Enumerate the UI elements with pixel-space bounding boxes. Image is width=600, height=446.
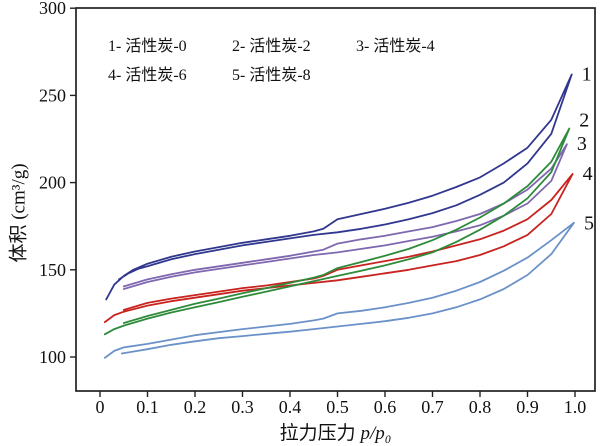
curve-label-3: 3 — [577, 133, 587, 155]
x-tick-label: 1.0 — [564, 397, 587, 417]
y-tick-label: 150 — [39, 260, 66, 280]
x-tick-label: 0.5 — [326, 397, 349, 417]
curve-活性炭-8 — [103, 221, 575, 359]
x-axis-title-text: 拉力压力 — [279, 423, 356, 444]
y-tick-label: 100 — [39, 347, 66, 367]
curve-活性炭-4 — [122, 143, 568, 290]
x-tick-label: 0.4 — [279, 397, 302, 417]
y-axis-title: 体积 (cm³/g) — [8, 163, 30, 263]
x-tick-label: 0.3 — [231, 397, 254, 417]
legend-row-2: 4- 活性炭-6 5- 活性炭-8 — [108, 61, 435, 90]
curve-label-2: 2 — [579, 110, 589, 132]
x-axis-title: 拉力压力 p/p₀ — [76, 418, 595, 445]
x-tick-label: 0.6 — [374, 397, 397, 417]
legend-item-1: 1- 活性炭-0 — [108, 38, 187, 55]
x-tick-label: 0 — [96, 397, 105, 417]
x-tick-label: 0.7 — [421, 397, 444, 417]
legend-item-4: 4- 活性炭-6 — [108, 67, 187, 84]
curve-活性炭-6 — [103, 173, 574, 323]
x-tick-label: 0.2 — [184, 397, 207, 417]
legend-item-2: 2- 活性炭-2 — [232, 38, 311, 55]
x-tick-label: 0.9 — [516, 397, 539, 417]
curve-活性炭-0 — [105, 73, 573, 301]
y-tick-label: 200 — [39, 173, 66, 193]
legend-item-3: 3- 活性炭-4 — [356, 38, 435, 55]
curve-活性炭-2 — [103, 127, 571, 336]
legend-row-1: 1- 活性炭-0 2- 活性炭-2 3- 活性炭-4 — [108, 32, 435, 61]
y-tick-label: 300 — [39, 0, 66, 18]
x-axis-title-math: p/p₀ — [360, 423, 392, 444]
legend: 1- 活性炭-0 2- 活性炭-2 3- 活性炭-4 4- 活性炭-6 5- 活… — [108, 32, 435, 90]
axis-frame — [75, 7, 596, 392]
legend-item-5: 5- 活性炭-8 — [232, 67, 311, 84]
y-tick-label: 250 — [39, 85, 66, 105]
x-tick-label: 0.1 — [136, 397, 159, 417]
x-tick-label: 0.8 — [469, 397, 492, 417]
curve-label-4: 4 — [583, 163, 593, 185]
curve-label-1: 1 — [582, 63, 592, 85]
curve-label-5: 5 — [584, 213, 594, 235]
